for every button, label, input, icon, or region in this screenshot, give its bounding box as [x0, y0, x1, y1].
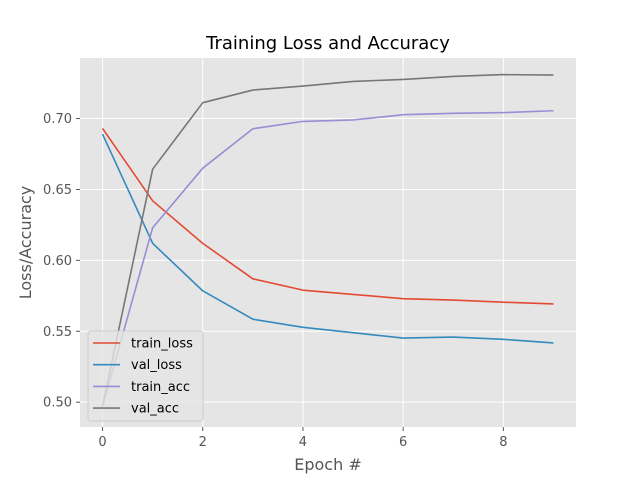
- series-line-train-loss: [101, 128, 554, 305]
- chart-title: Training Loss and Accuracy: [205, 33, 450, 54]
- legend-label: val_loss: [131, 358, 182, 373]
- series-line-val-loss: [101, 133, 554, 344]
- y-tick-label: 0.55: [43, 325, 72, 340]
- x-tick-label: 6: [399, 435, 407, 450]
- x-axis-title: Epoch #: [294, 455, 361, 474]
- y-tick-label: 0.70: [43, 112, 72, 127]
- axis-ticks: 0 2 4 6 8 0.50 0.55 0.60 0.65 0.70: [43, 112, 507, 450]
- x-tick-label: 4: [299, 435, 307, 450]
- y-tick-label: 0.65: [43, 183, 72, 198]
- y-tick-label: 0.50: [43, 396, 72, 411]
- x-tick-label: 8: [499, 435, 507, 450]
- legend: train_loss val_loss train_acc val_acc: [87, 330, 204, 422]
- legend-label: val_acc: [131, 402, 179, 417]
- legend-label: train_acc: [131, 380, 190, 395]
- series-lines: [101, 73, 554, 407]
- y-axis-title: Loss/Accuracy: [16, 186, 35, 300]
- legend-label: train_loss: [131, 337, 193, 352]
- legend-box: [87, 330, 204, 422]
- x-tick-label: 2: [199, 435, 207, 450]
- y-tick-label: 0.60: [43, 254, 72, 269]
- series-line-val-acc: [101, 73, 554, 407]
- series-line-train-acc: [101, 109, 554, 407]
- x-tick-label: 0: [98, 435, 106, 450]
